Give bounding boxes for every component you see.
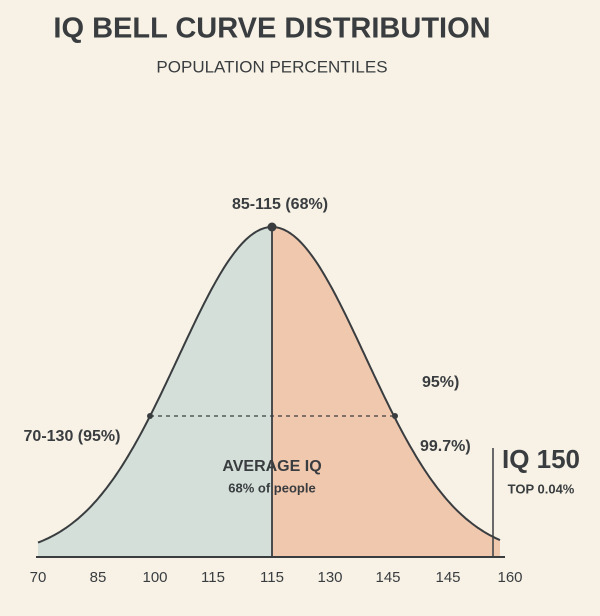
bell-curve	[37, 225, 501, 557]
band-dot	[147, 413, 153, 419]
annotation: 95%)	[422, 374, 459, 391]
x-axis-label: 145	[375, 569, 400, 586]
annotation: 70-130 (95%)	[24, 428, 121, 445]
annotation: 68% of people	[228, 480, 315, 495]
annotation: 85-115 (68%)	[232, 196, 328, 213]
annotation: 99.7%)	[420, 438, 471, 455]
x-axis: 70 85 100 115 115 130 145 145 160	[30, 569, 523, 586]
title: IQ BELL CURVE DISTRIBUTION	[53, 13, 490, 45]
x-axis-label: 130	[317, 569, 342, 586]
right-area	[272, 227, 500, 557]
annotation: TOP 0.04%	[508, 481, 575, 496]
x-axis-label: 100	[142, 569, 167, 586]
x-axis-label: 145	[435, 569, 460, 586]
x-axis-label: 85	[90, 569, 107, 586]
annotation: IQ 150	[502, 444, 580, 474]
subtitle: POPULATION PERCENTILES	[156, 57, 387, 76]
x-axis-label: 160	[497, 569, 522, 586]
band-dot	[392, 413, 398, 419]
x-axis-label: 115	[260, 569, 284, 586]
x-axis-label: 115	[201, 569, 225, 586]
annotation: AVERAGE IQ	[222, 458, 321, 475]
left-area	[38, 227, 272, 557]
x-axis-label: 70	[30, 569, 47, 586]
peak-dot	[267, 222, 277, 232]
